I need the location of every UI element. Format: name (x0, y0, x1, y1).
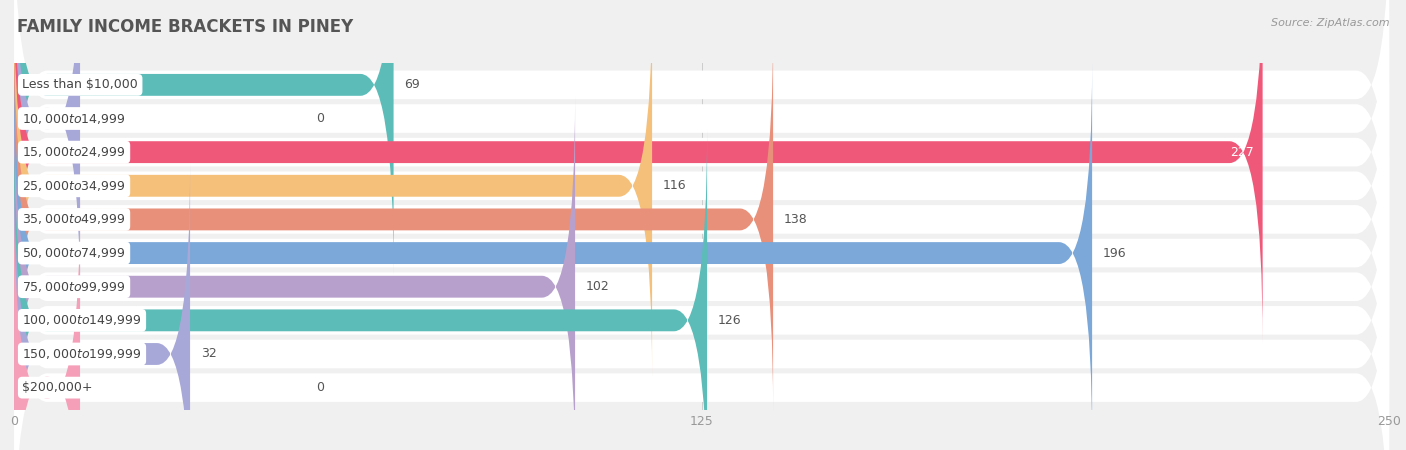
FancyBboxPatch shape (14, 0, 1389, 340)
FancyBboxPatch shape (14, 0, 1389, 306)
Text: 227: 227 (1230, 146, 1254, 159)
Text: $100,000 to $149,999: $100,000 to $149,999 (22, 313, 142, 327)
FancyBboxPatch shape (14, 0, 80, 310)
FancyBboxPatch shape (14, 0, 1263, 343)
Text: 69: 69 (405, 78, 420, 91)
FancyBboxPatch shape (14, 200, 1389, 450)
FancyBboxPatch shape (14, 0, 652, 377)
FancyBboxPatch shape (14, 133, 1389, 450)
Text: 138: 138 (785, 213, 808, 226)
FancyBboxPatch shape (14, 99, 1389, 450)
Text: $200,000+: $200,000+ (22, 381, 93, 394)
Text: Source: ZipAtlas.com: Source: ZipAtlas.com (1271, 18, 1389, 28)
Text: $25,000 to $34,999: $25,000 to $34,999 (22, 179, 125, 193)
Text: 196: 196 (1104, 247, 1126, 260)
Text: Less than $10,000: Less than $10,000 (22, 78, 138, 91)
Text: 0: 0 (316, 381, 325, 394)
Text: $150,000 to $199,999: $150,000 to $199,999 (22, 347, 142, 361)
FancyBboxPatch shape (14, 96, 575, 450)
FancyBboxPatch shape (14, 62, 1092, 444)
FancyBboxPatch shape (14, 166, 1389, 450)
Text: $50,000 to $74,999: $50,000 to $74,999 (22, 246, 125, 260)
FancyBboxPatch shape (14, 163, 190, 450)
Text: $75,000 to $99,999: $75,000 to $99,999 (22, 280, 125, 294)
Text: $35,000 to $49,999: $35,000 to $49,999 (22, 212, 125, 226)
FancyBboxPatch shape (14, 0, 1389, 374)
FancyBboxPatch shape (14, 197, 80, 450)
FancyBboxPatch shape (14, 28, 773, 410)
FancyBboxPatch shape (14, 32, 1389, 407)
Text: 126: 126 (718, 314, 742, 327)
Text: 0: 0 (316, 112, 325, 125)
Text: 116: 116 (664, 179, 686, 192)
Text: $10,000 to $14,999: $10,000 to $14,999 (22, 112, 125, 126)
FancyBboxPatch shape (14, 0, 394, 276)
Text: FAMILY INCOME BRACKETS IN PINEY: FAMILY INCOME BRACKETS IN PINEY (17, 18, 353, 36)
Text: 102: 102 (586, 280, 610, 293)
FancyBboxPatch shape (14, 130, 707, 450)
Text: 32: 32 (201, 347, 217, 360)
FancyBboxPatch shape (14, 66, 1389, 441)
Text: $15,000 to $24,999: $15,000 to $24,999 (22, 145, 125, 159)
FancyBboxPatch shape (14, 0, 1389, 272)
